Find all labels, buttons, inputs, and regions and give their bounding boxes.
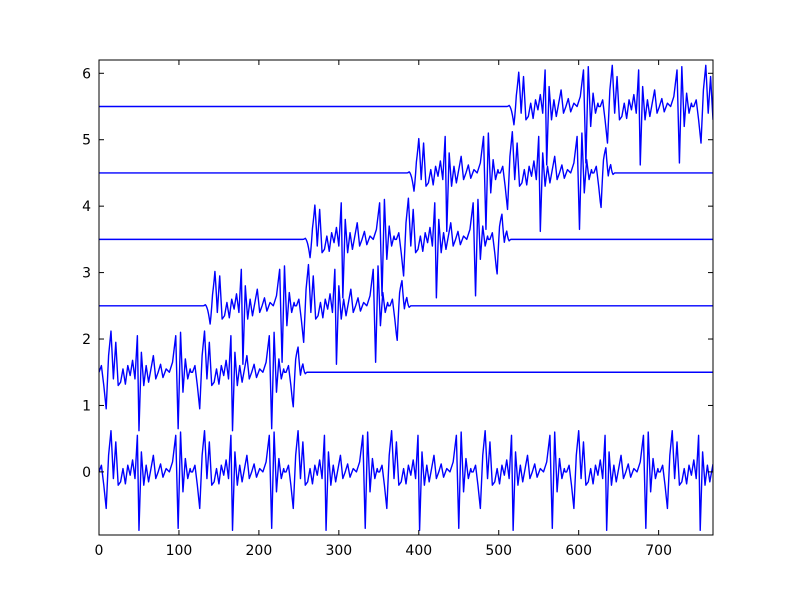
x-axis: 0 100 200 300 400 500 600 700 bbox=[95, 60, 672, 559]
y-tick-label-5: 5 bbox=[82, 133, 91, 149]
y-tick-label-6: 6 bbox=[82, 66, 91, 82]
series-line-1 bbox=[99, 330, 713, 432]
series-line-2 bbox=[99, 263, 713, 365]
x-tick-label-4: 400 bbox=[405, 543, 432, 559]
series-line-5 bbox=[99, 64, 713, 166]
x-tick-label-7: 700 bbox=[645, 543, 672, 559]
y-tick-label-0: 0 bbox=[82, 465, 91, 481]
y-tick-label-3: 3 bbox=[82, 266, 91, 282]
x-tick-label-1: 100 bbox=[166, 543, 193, 559]
x-tick-label-0: 0 bbox=[95, 543, 104, 559]
axes-frame bbox=[98, 59, 714, 536]
y-tick-label-2: 2 bbox=[82, 332, 91, 348]
series-line-0 bbox=[99, 430, 713, 532]
x-tick-label-5: 500 bbox=[485, 543, 512, 559]
series-group bbox=[99, 64, 713, 532]
plot-area: 0 100 200 300 400 500 600 700 0 1 2 3 4 5 6 bbox=[82, 59, 714, 559]
series-line-3 bbox=[99, 197, 713, 299]
x-tick-label-3: 300 bbox=[325, 543, 352, 559]
x-tick-label-6: 600 bbox=[565, 543, 592, 559]
y-tick-label-4: 4 bbox=[82, 199, 91, 215]
y-axis: 0 1 2 3 4 5 6 bbox=[82, 66, 713, 481]
series-line-4 bbox=[99, 131, 713, 233]
y-tick-label-1: 1 bbox=[82, 398, 91, 414]
x-tick-label-2: 200 bbox=[246, 543, 273, 559]
